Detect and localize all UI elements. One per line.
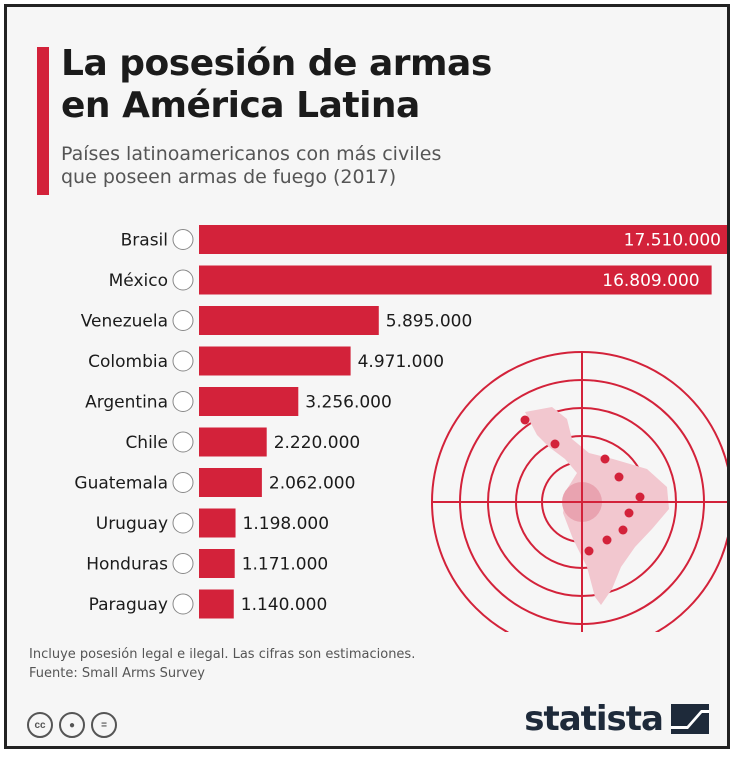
honduras-flag-icon	[172, 553, 194, 574]
paraguay-flag-icon	[172, 593, 194, 615]
chile-flag-icon	[172, 431, 194, 453]
attribution-icon: ●	[59, 712, 85, 738]
value-label: 1.140.000	[241, 595, 328, 615]
value-label: 3.256.000	[305, 393, 392, 413]
title-line-1: La posesión de armas	[61, 43, 492, 84]
uruguay-flag-icon	[172, 512, 194, 534]
venezuela-flag-icon	[172, 310, 194, 331]
category-label: Venezuela	[81, 312, 168, 332]
footnote: Incluye posesión legal e ilegal. Las cif…	[29, 645, 415, 683]
value-label: 2.220.000	[274, 433, 361, 453]
colombia-flag-icon	[172, 350, 194, 372]
subtitle-line-1: Países latinoamericanos con más civiles	[61, 143, 442, 165]
brand-name: statista	[524, 699, 664, 739]
value-label: 4.971.000	[358, 352, 445, 372]
bar-paraguay	[199, 589, 234, 619]
title-line-2: en América Latina	[61, 85, 420, 126]
bar-guatemala	[199, 468, 262, 497]
brazil-flag-icon	[172, 229, 194, 250]
category-label: Paraguay	[89, 595, 168, 615]
title-accent-bar	[37, 47, 49, 195]
value-label: 2.062.000	[269, 474, 356, 494]
crosshair-map-illustration	[431, 351, 727, 632]
bar-méxico	[199, 265, 712, 295]
bar-colombia	[199, 346, 351, 376]
category-label: Honduras	[86, 555, 168, 575]
guatemala-flag-icon	[172, 472, 194, 493]
license-icons: cc ● =	[27, 712, 117, 738]
category-label: Chile	[125, 433, 168, 453]
page-subtitle: Países latinoamericanos con más civiles …	[61, 143, 441, 189]
subtitle-line-2: que poseen armas de fuego (2017)	[61, 166, 397, 188]
bar-chile	[199, 427, 267, 457]
value-label: 5.895.000	[386, 312, 473, 332]
value-label: 1.171.000	[242, 555, 329, 575]
value-label: 1.198.000	[243, 514, 330, 534]
bar-uruguay	[199, 508, 236, 538]
category-label: Brasil	[121, 231, 168, 251]
bar-argentina	[199, 387, 299, 416]
bar-honduras	[199, 549, 235, 578]
footnote-source: Fuente: Small Arms Survey	[29, 666, 205, 681]
category-label: Argentina	[85, 393, 168, 413]
mexico-flag-icon	[172, 269, 194, 291]
category-label: Uruguay	[96, 514, 168, 534]
infographic: La posesión de armas en América Latina P…	[4, 4, 730, 749]
statista-logo-icon	[671, 704, 709, 734]
category-label: Colombia	[88, 352, 168, 372]
no-derivatives-icon: =	[91, 712, 117, 738]
category-label: México	[109, 271, 168, 291]
bars-layer: Brasil 17.510.000 México 16.809.000 Venezuel…	[74, 225, 727, 619]
footnote-note: Incluye posesión legal e ilegal. Las cif…	[29, 647, 416, 662]
bar-venezuela	[199, 306, 379, 335]
category-label: Guatemala	[74, 474, 168, 494]
page-title: La posesión de armas en América Latina	[61, 43, 492, 127]
argentina-flag-icon	[172, 391, 194, 412]
bar-chart: Brasil 17.510.000 México 16.809.000 Venezuel…	[74, 225, 727, 632]
value-label: 17.510.000	[624, 231, 721, 251]
brand: statista	[524, 699, 709, 739]
creative-commons-icon: cc	[27, 712, 53, 738]
bar-brasil	[199, 225, 727, 254]
value-label: 16.809.000	[602, 271, 699, 291]
